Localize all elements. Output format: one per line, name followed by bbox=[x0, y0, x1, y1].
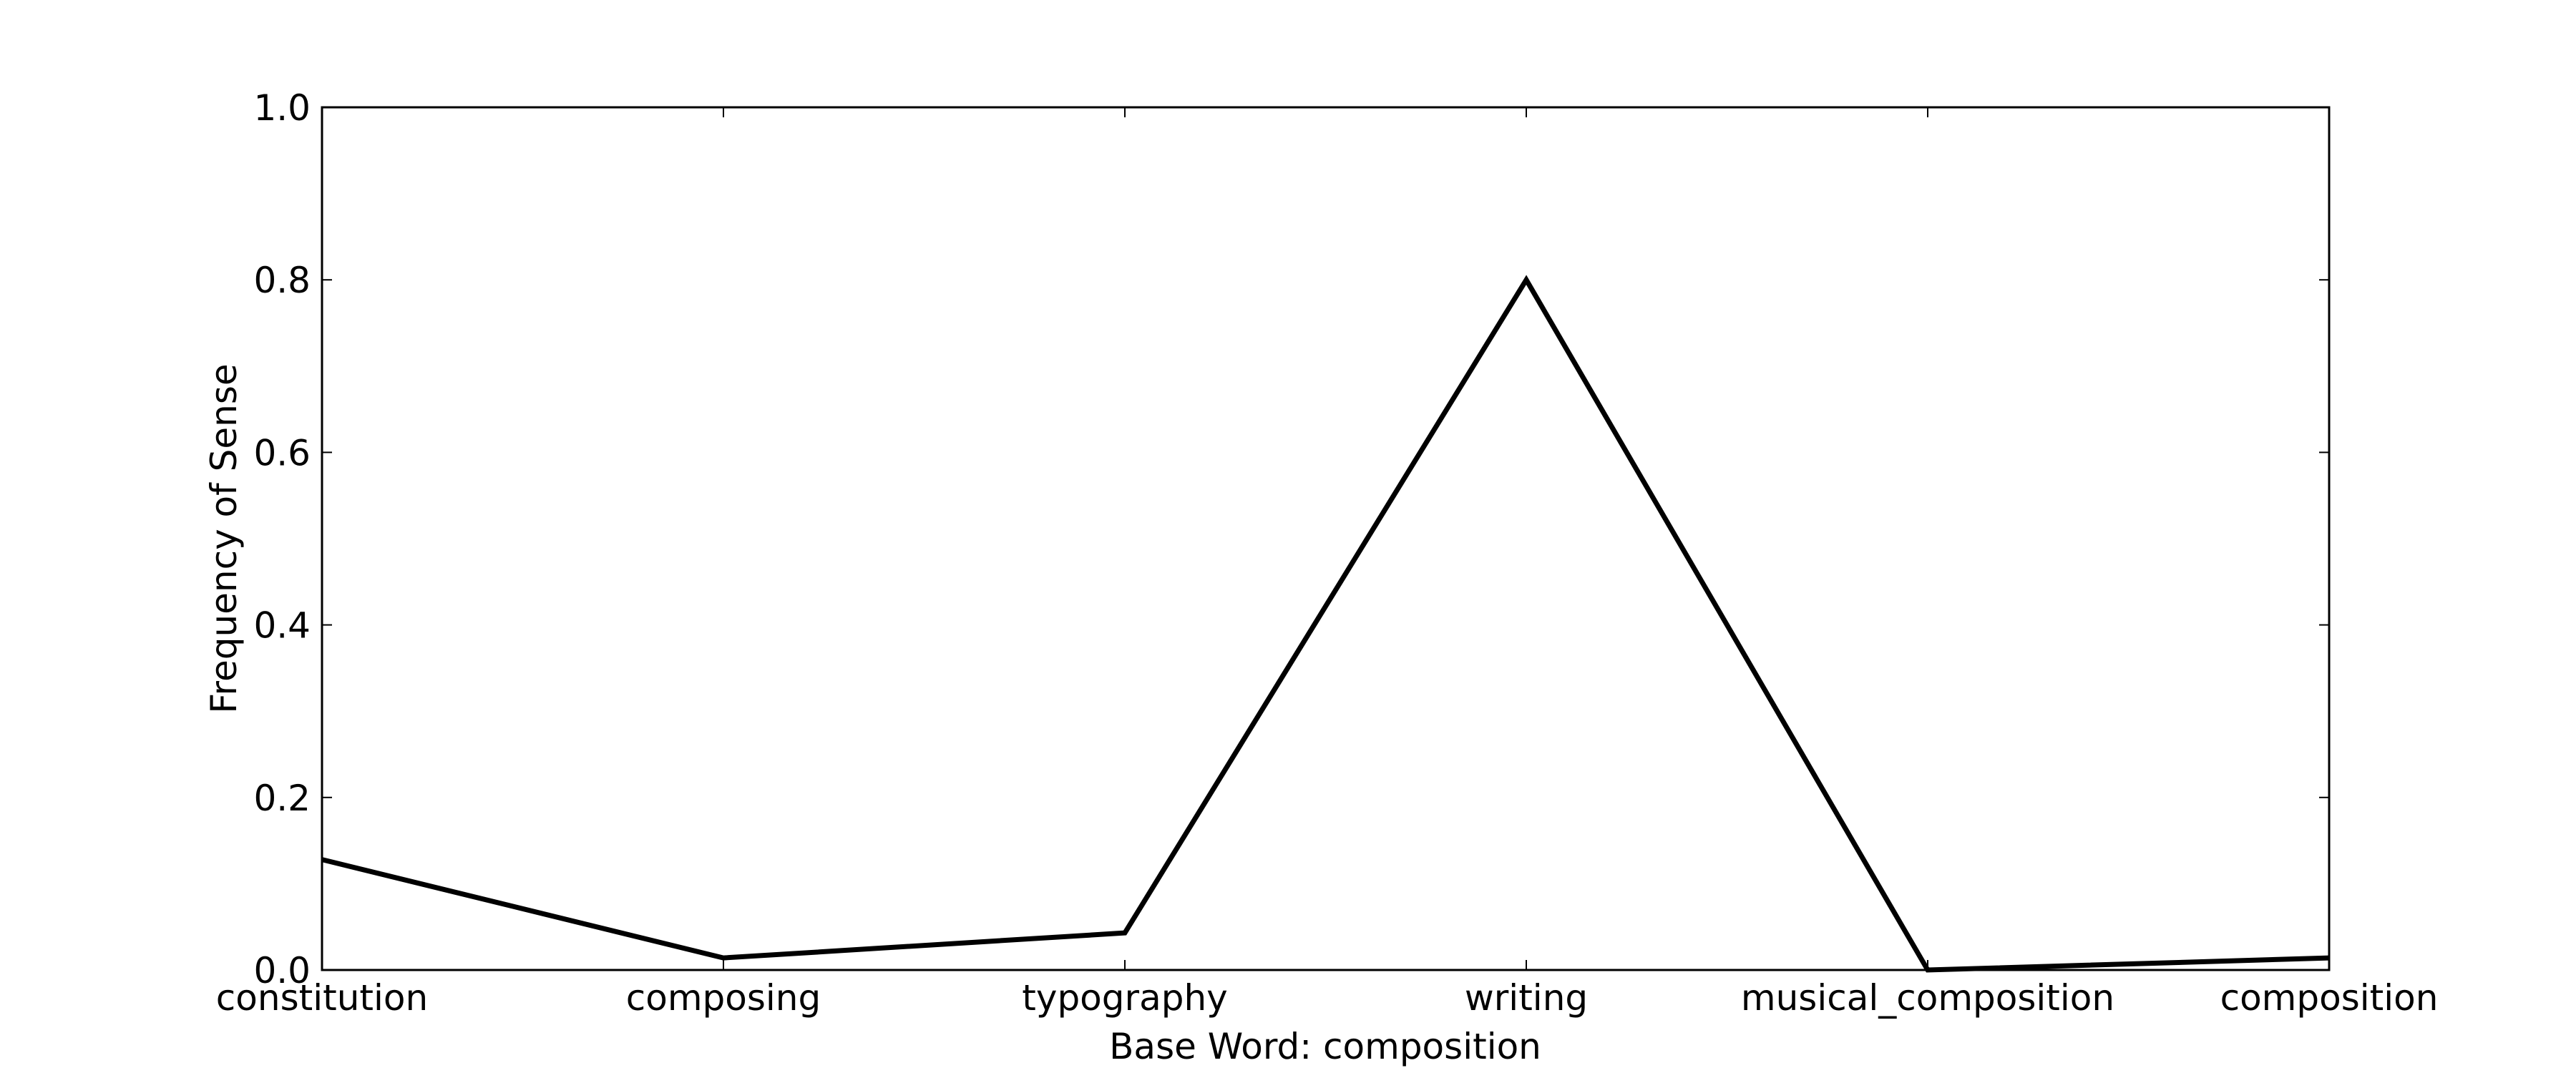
x-tick-label: composition bbox=[2220, 977, 2439, 1019]
x-tick-label: typography bbox=[1022, 977, 1227, 1019]
y-axis: 0.0 0.2 0.4 0.6 0.8 1.0 bbox=[253, 87, 2329, 991]
y-axis-label: Frequency of Sense bbox=[203, 363, 245, 713]
y-tick-label: 0.2 bbox=[253, 778, 311, 819]
y-tick-label: 0.4 bbox=[253, 605, 311, 647]
y-tick-label: 0.6 bbox=[253, 432, 311, 474]
x-tick-label: constitution bbox=[216, 977, 428, 1019]
x-tick-label: writing bbox=[1465, 977, 1588, 1019]
x-axis: constitution composing typography writing mu… bbox=[216, 107, 2439, 1019]
x-axis-label: Base Word: composition bbox=[1109, 1026, 1541, 1067]
plot-marks bbox=[321, 275, 2330, 973]
y-tick-label: 0.8 bbox=[253, 260, 311, 301]
x-tick-label: musical_composition bbox=[1741, 977, 2114, 1019]
y-tick-label: 1.0 bbox=[253, 87, 311, 129]
y-tick-label: 0.0 bbox=[253, 950, 311, 991]
series-line bbox=[321, 275, 2330, 973]
plot-frame bbox=[321, 106, 2331, 971]
x-tick-label: composing bbox=[626, 977, 821, 1019]
